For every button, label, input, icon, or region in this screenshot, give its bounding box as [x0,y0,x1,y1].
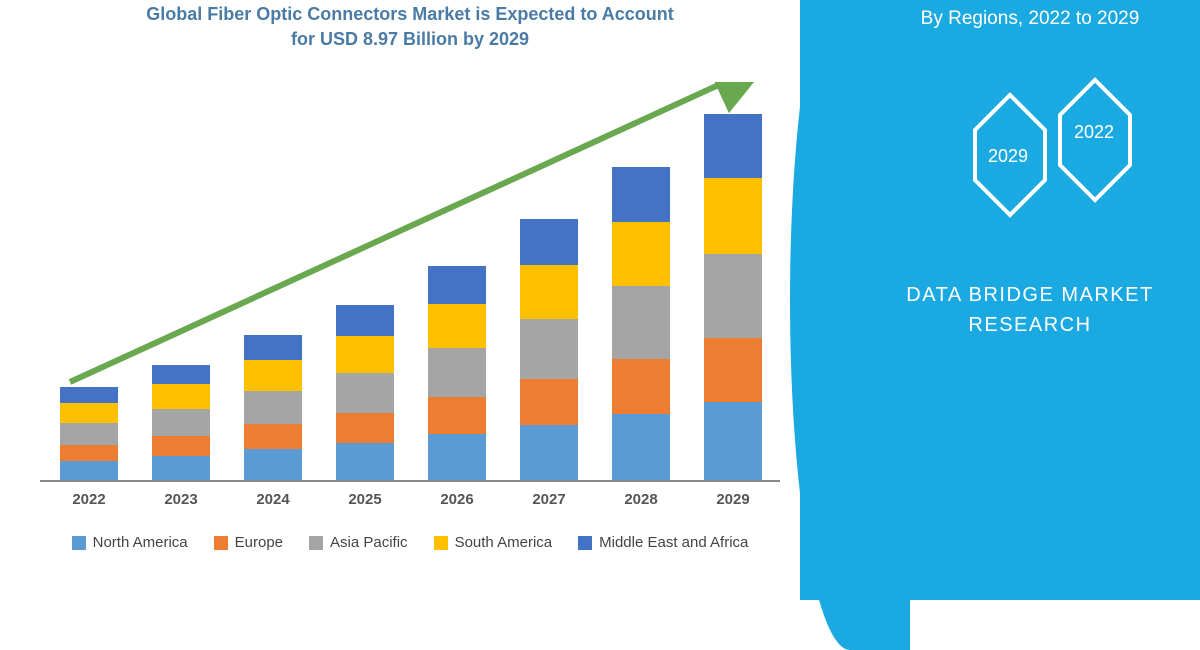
segment-south-america [152,384,210,409]
chart-title-line2: for USD 8.97 Billion by 2029 [291,29,529,49]
segment-north-america [336,443,394,480]
segment-south-america [704,178,762,254]
bar-2028: 2028 [612,167,670,481]
plot-region: 2022 2023 2024 2025 2026 2027 2028 2029 [40,82,780,482]
x-label: 2029 [716,491,749,508]
segment-europe [428,397,486,434]
segment-middle-east-and-africa [152,365,210,385]
hex-label-2022: 2022 [1074,122,1114,143]
x-label: 2027 [532,491,565,508]
hex-label-2029: 2029 [988,146,1028,167]
brand-line1: DATA BRIDGE MARKET [906,284,1153,306]
legend-item-middle-east-and-africa: Middle East and Africa [578,534,748,551]
segment-north-america [152,456,210,481]
legend-swatch-icon [434,536,448,550]
segment-north-america [60,461,118,481]
segment-middle-east-and-africa [428,266,486,303]
segment-middle-east-and-africa [612,167,670,222]
segment-europe [612,359,670,414]
legend-item-europe: Europe [214,534,283,551]
legend-swatch-icon [309,536,323,550]
segment-asia-pacific [244,391,302,425]
segment-south-america [244,360,302,391]
bar-2029: 2029 [704,114,762,480]
bar-2027: 2027 [520,219,578,480]
segment-asia-pacific [520,319,578,379]
chart-title-line1: Global Fiber Optic Connectors Market is … [146,4,673,24]
segment-europe [152,436,210,456]
segment-asia-pacific [152,409,210,436]
segment-south-america [60,403,118,423]
chart-area: 2022 2023 2024 2025 2026 2027 2028 2029 [30,72,790,512]
segment-middle-east-and-africa [704,114,762,178]
segment-europe [704,338,762,402]
legend-item-asia-pacific: Asia Pacific [309,534,408,551]
hexagon-svg [940,70,1170,250]
info-panel: By Regions, 2022 to 2029 2029 2022 DATA … [800,0,1200,600]
bar-2022: 2022 [60,387,118,480]
segment-asia-pacific [336,373,394,413]
bar-2024: 2024 [244,335,302,481]
bar-2023: 2023 [152,365,210,481]
brand-line2: RESEARCH [968,314,1091,336]
segment-asia-pacific [704,254,762,338]
segment-north-america [520,425,578,480]
legend-swatch-icon [72,536,86,550]
chart-title: Global Fiber Optic Connectors Market is … [30,2,790,52]
segment-middle-east-and-africa [336,305,394,335]
x-label: 2023 [164,491,197,508]
region-subtitle: By Regions, 2022 to 2029 [880,8,1180,30]
segment-north-america [428,434,486,480]
x-label: 2028 [624,491,657,508]
segment-north-america [704,402,762,480]
segment-south-america [336,336,394,373]
x-label: 2026 [440,491,473,508]
segment-middle-east-and-africa [60,387,118,403]
bar-2025: 2025 [336,305,394,480]
x-label: 2022 [72,491,105,508]
segment-europe [244,424,302,449]
segment-north-america [244,449,302,480]
legend: North America Europe Asia Pacific South Ame… [30,534,790,551]
segment-north-america [612,414,670,481]
legend-item-south-america: South America [434,534,553,551]
brand-name: DATA BRIDGE MARKET RESEARCH [880,280,1180,340]
x-label: 2025 [348,491,381,508]
legend-label: Europe [235,534,283,551]
chart-panel: Global Fiber Optic Connectors Market is … [0,0,820,600]
segment-europe [336,413,394,443]
bar-2026: 2026 [428,266,486,480]
segment-asia-pacific [60,423,118,445]
segment-south-america [520,265,578,318]
segment-middle-east-and-africa [244,335,302,360]
segment-asia-pacific [428,348,486,397]
segment-south-america [428,304,486,348]
legend-label: North America [93,534,188,551]
legend-swatch-icon [214,536,228,550]
segment-middle-east-and-africa [520,219,578,265]
hexagon-graphic: 2029 2022 [940,70,1170,250]
legend-swatch-icon [578,536,592,550]
x-label: 2024 [256,491,289,508]
segment-south-america [612,222,670,286]
legend-label: South America [455,534,553,551]
legend-label: Asia Pacific [330,534,408,551]
segment-europe [60,445,118,461]
legend-label: Middle East and Africa [599,534,748,551]
segment-europe [520,379,578,425]
legend-item-north-america: North America [72,534,188,551]
segment-asia-pacific [612,286,670,359]
